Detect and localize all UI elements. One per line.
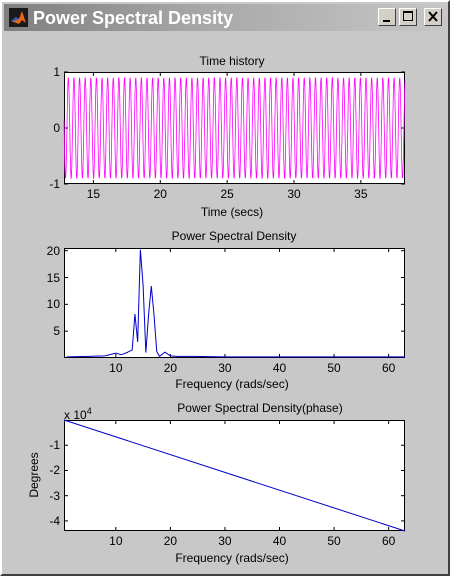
y-tick-label: -1 xyxy=(49,438,60,453)
plot1-title: Time history xyxy=(199,54,265,68)
plot1-xlabel: Time (secs) xyxy=(200,205,264,219)
x-tick-label: 40 xyxy=(272,534,287,548)
y-tick-label: 5 xyxy=(53,324,60,339)
plot2-xlabel: Frequency (rads/sec) xyxy=(175,377,289,391)
y-tick-label: -3 xyxy=(49,488,60,503)
x-tick-label: 15 xyxy=(86,187,101,201)
x-tick-label: 20 xyxy=(163,534,178,548)
y-tick-label: -1 xyxy=(49,177,60,191)
y-tick-label: 10 xyxy=(46,297,60,312)
x-tick-label: 20 xyxy=(163,361,178,375)
plot3-ylabel: Degrees xyxy=(27,452,41,498)
y-tick-label: 20 xyxy=(46,243,60,258)
y-tick-label: -4 xyxy=(49,513,60,528)
time-history-line xyxy=(63,76,406,180)
x-tick-label: 20 xyxy=(153,187,167,201)
phase-line xyxy=(63,419,406,532)
window-title: Power Spectral Density xyxy=(33,8,234,28)
y-tick-label: 1 xyxy=(53,65,60,79)
y-tick-label: 0 xyxy=(53,121,60,135)
x-tick-label: 25 xyxy=(220,187,234,201)
close-button[interactable] xyxy=(424,8,442,26)
plot3-xlabel: Frequency (rads/sec) xyxy=(175,551,289,565)
x-tick-label: 10 xyxy=(109,534,123,548)
plot3-svg xyxy=(63,419,406,532)
y-tick-label: -2 xyxy=(49,463,60,478)
minimize-button[interactable] xyxy=(378,8,396,26)
x-tick-label: 60 xyxy=(381,534,396,548)
close-icon xyxy=(428,11,438,22)
x-tick-label: 10 xyxy=(109,361,123,375)
plot2-title: Power Spectral Density xyxy=(171,229,297,243)
plot1-svg xyxy=(63,71,406,185)
plot3-exponent: x 104 xyxy=(64,406,92,422)
plot2-svg xyxy=(64,248,405,358)
x-tick-label: 30 xyxy=(218,534,232,548)
x-tick-label: 30 xyxy=(287,187,301,201)
title-bar[interactable]: Power Spectral Density xyxy=(4,4,446,31)
x-tick-label: 60 xyxy=(381,361,396,375)
y-tick-label: 15 xyxy=(46,270,60,285)
plot3-title: Power Spectral Density(phase) xyxy=(177,401,343,415)
maximize-button[interactable] xyxy=(399,8,417,26)
x-tick-label: 30 xyxy=(218,361,232,375)
x-tick-label: 40 xyxy=(272,361,287,375)
x-tick-label: 50 xyxy=(327,534,341,548)
minimize-icon xyxy=(383,20,390,22)
psd-line xyxy=(66,249,405,358)
matlab-logo-icon xyxy=(9,8,28,27)
x-tick-label: 50 xyxy=(327,361,341,375)
maximize-icon xyxy=(403,11,413,21)
x-tick-label: 35 xyxy=(354,187,368,201)
plot2-axes[interactable] xyxy=(64,248,405,358)
